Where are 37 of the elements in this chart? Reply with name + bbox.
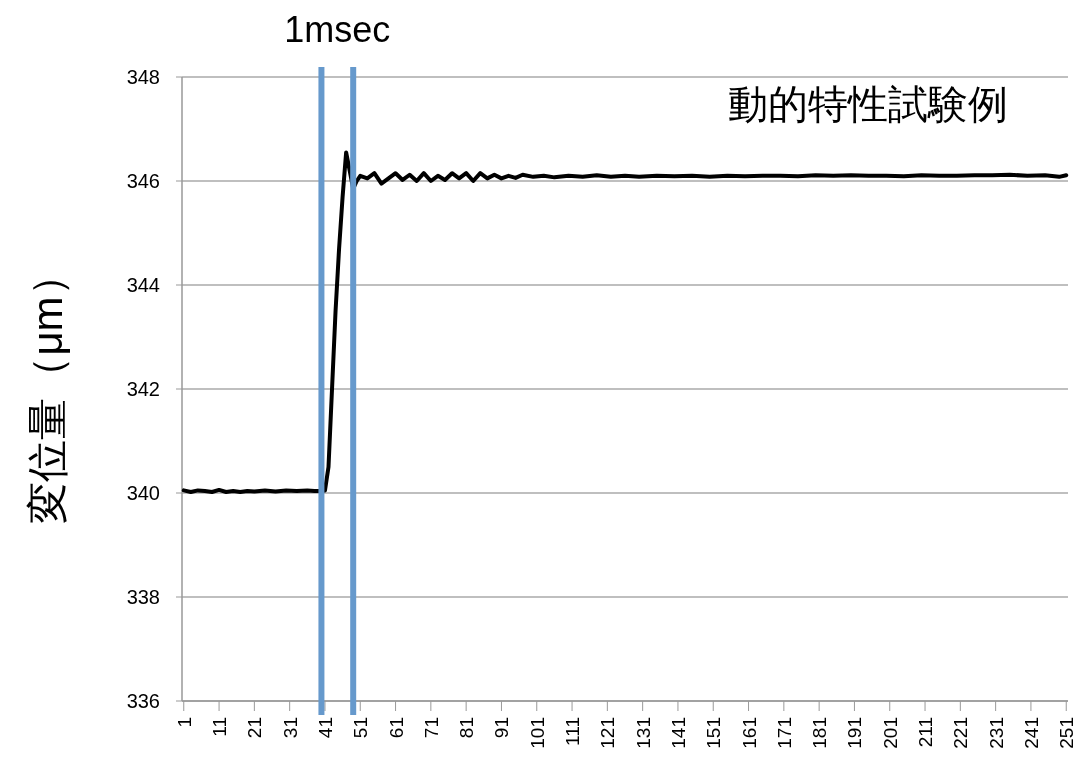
x-tick-label: 91 bbox=[491, 717, 513, 739]
x-tick-label: 51 bbox=[350, 717, 372, 739]
x-tick-label: 241 bbox=[1020, 717, 1042, 749]
x-tick-label: 161 bbox=[738, 717, 760, 749]
x-tick-label: 71 bbox=[420, 717, 442, 739]
y-tick-label: 346 bbox=[126, 170, 160, 192]
y-tick-label: 338 bbox=[126, 586, 160, 608]
x-tick-label: 141 bbox=[667, 717, 689, 749]
x-tick-label: 41 bbox=[314, 717, 336, 739]
x-tick-label: 131 bbox=[632, 717, 654, 749]
x-tick-label: 231 bbox=[985, 717, 1007, 749]
x-tick-label: 31 bbox=[279, 717, 301, 739]
line-series bbox=[181, 150, 1069, 494]
y-tick-label: 336 bbox=[126, 690, 160, 712]
y-axis-title: 変位量（μm） bbox=[24, 254, 71, 524]
x-tick-label: 251 bbox=[1056, 717, 1078, 749]
y-tick-label: 340 bbox=[126, 482, 160, 504]
x-tick-label: 151 bbox=[703, 717, 725, 749]
x-tick-label: 181 bbox=[809, 717, 831, 749]
x-tick-label: 11 bbox=[209, 717, 231, 737]
y-tick-label: 348 bbox=[126, 66, 160, 88]
ref-line-label: 1msec bbox=[284, 9, 391, 50]
x-tick-label: 81 bbox=[456, 717, 478, 739]
x-tick-label: 221 bbox=[950, 717, 972, 749]
x-tick-label: 1 bbox=[173, 717, 195, 728]
y-tick-label: 344 bbox=[126, 274, 160, 296]
x-tick-label: 201 bbox=[879, 717, 901, 749]
x-tick-label: 191 bbox=[844, 717, 866, 749]
chart-title: 動的特性試験例 bbox=[728, 82, 1008, 126]
x-tick-label: 211 bbox=[915, 717, 937, 748]
x-tick-label: 111 bbox=[562, 717, 584, 746]
x-tick-label: 171 bbox=[773, 717, 795, 749]
x-tick-label: 21 bbox=[244, 717, 266, 739]
x-tick-label: 121 bbox=[597, 717, 619, 749]
x-tick-label: 61 bbox=[385, 717, 407, 739]
y-tick-label: 342 bbox=[126, 378, 160, 400]
x-tick-label: 101 bbox=[526, 717, 548, 749]
